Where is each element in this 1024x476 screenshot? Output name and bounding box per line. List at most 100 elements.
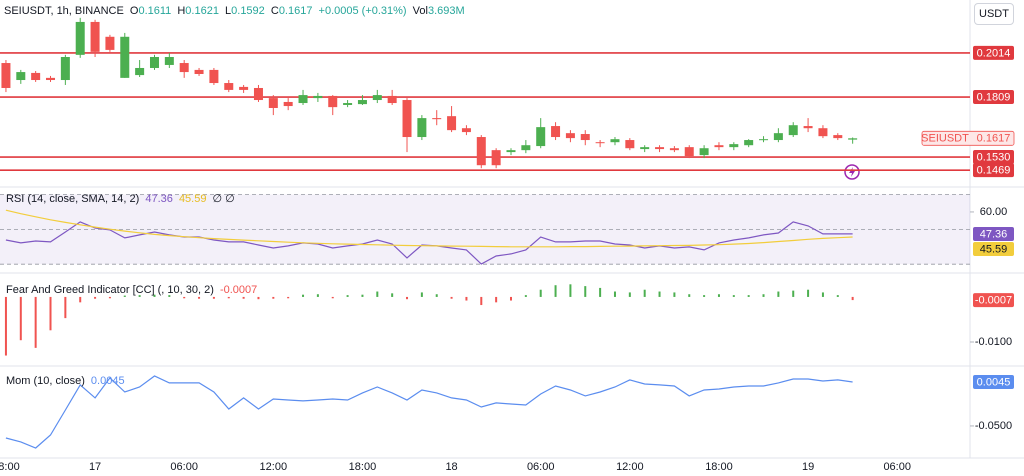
- y-tick-label: -0.0500: [975, 420, 1012, 432]
- candle-body: [803, 126, 813, 129]
- histogram-bar: [153, 294, 156, 297]
- candle-body: [179, 63, 189, 73]
- candle-body: [387, 95, 397, 104]
- level-label-box: [973, 150, 1014, 165]
- histogram-bar: [79, 296, 82, 303]
- histogram-bar: [777, 291, 780, 297]
- volume-key: Vol: [412, 5, 428, 17]
- candle-body: [343, 103, 353, 105]
- x-tick-label: 06:00: [170, 461, 198, 473]
- momentum-legend: Mom (10, close) 0.0045: [6, 374, 128, 388]
- candle-body: [164, 57, 174, 65]
- x-tick-label: 06:00: [883, 461, 911, 473]
- histogram-bar: [257, 296, 260, 300]
- histogram-bar: [212, 296, 215, 299]
- currency-button[interactable]: USDT: [974, 3, 1014, 25]
- axis-label-box: [973, 293, 1014, 308]
- histogram-bar: [688, 294, 691, 297]
- candle-body: [506, 150, 516, 153]
- candle-body: [298, 95, 308, 104]
- candle-body: [402, 100, 412, 138]
- candle-body: [788, 125, 798, 136]
- histogram-bar: [331, 296, 334, 299]
- candle-body: [75, 21, 85, 55]
- histogram-bar: [138, 295, 141, 297]
- ohlc-value: 0.1617: [278, 5, 313, 17]
- histogram-bar: [376, 291, 379, 297]
- level-label-box: [973, 163, 1014, 178]
- x-tick-label: 06:00: [527, 461, 555, 473]
- histogram-bar: [302, 294, 305, 297]
- histogram-bar: [480, 296, 483, 306]
- candle-body: [833, 135, 843, 139]
- histogram-bar: [703, 295, 706, 297]
- histogram-bar: [613, 291, 616, 297]
- x-tick-label: 18:00: [349, 461, 377, 473]
- indicator-value: -0.0007: [219, 284, 258, 296]
- candle-body: [684, 147, 694, 157]
- candle-body: [60, 57, 70, 81]
- histogram-bar: [658, 291, 661, 297]
- candle-body: [773, 133, 783, 141]
- x-tick-label: 18:00: [0, 461, 20, 473]
- axis-label: 0.0045: [977, 376, 1011, 388]
- candle-body: [46, 77, 56, 81]
- candle-body: [253, 87, 263, 101]
- level-label: 0.1469: [977, 165, 1011, 177]
- candle-body: [224, 83, 234, 90]
- histogram-bar: [821, 292, 824, 297]
- histogram-bar: [851, 296, 854, 301]
- level-label-box: [973, 45, 1014, 60]
- candle-body: [536, 127, 546, 147]
- candle-body: [313, 95, 323, 99]
- level-label-box: [973, 90, 1014, 105]
- histogram-bar: [272, 296, 275, 299]
- ohlc-key: H: [177, 5, 186, 17]
- y-tick-label: 60.00: [980, 206, 1008, 218]
- histogram-bar: [584, 286, 587, 297]
- histogram-bar: [287, 296, 290, 299]
- histogram-bar: [19, 296, 22, 341]
- histogram-bar: [836, 295, 839, 297]
- histogram-bar: [34, 296, 37, 348]
- candle-body: [268, 98, 278, 108]
- candle-body: [580, 134, 590, 141]
- price-change: +0.0005 (+0.31%): [318, 5, 407, 17]
- candle-body: [640, 147, 650, 150]
- x-tick-label: 18: [445, 461, 457, 473]
- rsi-sma-value: 45.59: [178, 193, 207, 205]
- last-price-box: [921, 130, 1015, 146]
- candle-body: [16, 72, 26, 81]
- x-tick-label: 19: [802, 461, 814, 473]
- candle-body: [551, 126, 561, 138]
- indicator-title: RSI (14, close, SMA, 14, 2): [6, 193, 140, 205]
- candle-body: [149, 57, 159, 68]
- histogram-bar: [450, 296, 453, 299]
- histogram-bar: [108, 296, 111, 299]
- candle-body: [714, 145, 724, 148]
- axis-label: 45.59: [980, 243, 1008, 255]
- candle-body: [209, 69, 219, 84]
- alert-icon[interactable]: [844, 164, 860, 180]
- ohlc-key: O: [129, 5, 139, 17]
- histogram-bar: [539, 289, 542, 297]
- x-tick-label: 12:00: [260, 461, 288, 473]
- x-tick-label: 12:00: [616, 461, 644, 473]
- histogram-bar: [361, 294, 364, 297]
- candle-body: [120, 36, 130, 78]
- ohlc-key: C: [270, 5, 279, 17]
- candle-body: [669, 148, 679, 151]
- candle-body: [729, 144, 739, 148]
- candle-body: [372, 95, 382, 101]
- candle-body: [848, 138, 858, 140]
- candle-body: [610, 139, 620, 143]
- histogram-bar: [762, 294, 765, 297]
- histogram-bar: [242, 296, 245, 299]
- candle-body: [357, 100, 367, 105]
- axis-label-box: [973, 226, 1014, 241]
- candle-body: [194, 69, 204, 74]
- candle-body: [239, 86, 249, 90]
- candle-body: [432, 118, 442, 120]
